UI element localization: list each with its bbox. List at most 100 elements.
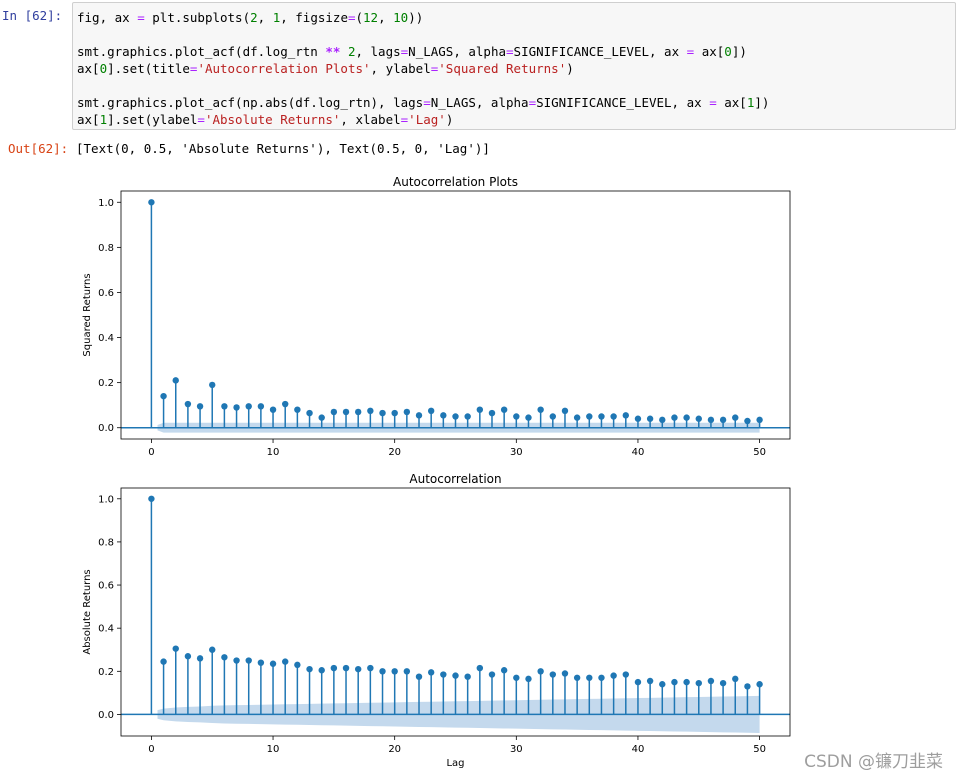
plot-frame	[120, 487, 791, 737]
acf-point	[683, 678, 690, 686]
acf-point	[282, 400, 289, 408]
plot-frame	[120, 190, 791, 440]
acf-point	[379, 668, 386, 675]
acf-point	[525, 675, 532, 683]
y-tick-label: 1.0	[98, 494, 114, 505]
acf-point	[440, 671, 447, 678]
acf-point	[184, 653, 192, 660]
acf-point	[160, 658, 167, 665]
y-tick-label: 0.8	[98, 243, 114, 254]
acf-point	[330, 664, 338, 672]
acf-point	[513, 674, 520, 681]
acf-point	[707, 416, 715, 424]
acf-point	[172, 377, 179, 384]
x-tick-label: 10	[267, 744, 280, 755]
acf-point	[488, 671, 496, 678]
acf-point	[391, 409, 398, 417]
acf-point	[196, 403, 204, 410]
acf-point	[306, 665, 313, 673]
x-axis-label: Lag	[446, 758, 464, 768]
y-tick-label: 0.6	[98, 581, 114, 592]
acf-point	[282, 658, 289, 665]
code-line-3: smt.graphics.plot_acf(df.log_rtn ** 2, l…	[77, 44, 747, 59]
output-text: [Text(0, 0.5, 'Absolute Returns'), Text(…	[76, 141, 490, 156]
output-prompt: Out[62]:	[8, 141, 69, 156]
x-tick-label: 30	[510, 447, 523, 458]
acf-point	[695, 679, 702, 687]
acf-point	[245, 403, 252, 410]
code-cell[interactable]: fig, ax = plt.subplots(2, 1, figsize=(12…	[72, 2, 956, 130]
x-tick-label: 10	[267, 447, 280, 458]
watermark: CSDN @镰刀韭菜	[804, 752, 943, 772]
acf-point	[695, 415, 702, 422]
acf-point	[452, 672, 459, 679]
acf-point	[427, 669, 435, 676]
acf-point	[294, 661, 301, 669]
acf-point	[476, 664, 484, 672]
y-tick-label: 0.4	[98, 333, 114, 344]
y-tick-label: 0.6	[98, 288, 114, 299]
acf-point	[586, 674, 593, 681]
acf-point	[659, 681, 666, 688]
x-tick-label: 20	[388, 447, 401, 458]
acf-point	[257, 659, 265, 666]
x-tick-label: 0	[148, 447, 154, 458]
acf-point	[257, 403, 265, 410]
acf-point	[719, 416, 727, 424]
acf-point	[440, 412, 447, 419]
x-tick-label: 40	[632, 744, 645, 755]
chart-title: Autocorrelation	[409, 472, 501, 486]
acf-point	[500, 667, 508, 674]
acf-point	[622, 671, 629, 678]
acf-point	[537, 668, 544, 675]
chart-title: Autocorrelation Plots	[393, 175, 518, 189]
acf-point	[744, 683, 751, 690]
acf-point	[586, 413, 593, 420]
acf-point	[367, 664, 374, 672]
acf-point	[245, 657, 252, 664]
y-axis-label: Absolute Returns	[82, 569, 93, 654]
acf-point	[354, 665, 362, 673]
acf-point	[513, 413, 520, 420]
acf-point	[403, 408, 411, 416]
acf-point	[330, 408, 338, 416]
acf-point	[415, 673, 423, 680]
code-line-6: smt.graphics.plot_acf(np.abs(df.log_rtn)…	[77, 95, 770, 110]
acf-point	[525, 414, 532, 421]
acf-point	[464, 673, 471, 680]
acf-point	[756, 681, 763, 688]
acf-point	[537, 406, 544, 413]
acf-point	[488, 409, 496, 417]
code-line-4: ax[0].set(title='Autocorrelation Plots',…	[77, 61, 574, 76]
acf-point	[160, 392, 167, 400]
acf-point	[148, 495, 155, 502]
acf-point	[172, 645, 179, 652]
acf-point	[610, 413, 617, 420]
acf-point	[209, 646, 216, 653]
acf-point	[561, 407, 569, 415]
acf-point	[732, 675, 739, 683]
acf-point	[294, 406, 301, 413]
x-tick-label: 50	[753, 447, 766, 458]
acf-point	[391, 668, 398, 675]
acf-point	[634, 415, 642, 422]
y-axis-label: Squared Returns	[82, 273, 93, 356]
code-line-7: ax[1].set(ylabel='Absolute Returns', xla…	[77, 112, 454, 127]
acf-point	[476, 406, 484, 413]
acf-point	[269, 660, 277, 667]
acf-figure: 0 10 20 30 40 50 0.0 0.2 0.4 0.6 0.8 1.0 Autocorrela…	[82, 175, 791, 768]
acf-panel-2: 0 10 20 30 40 50 0.0 0.2 0.4 0.6 0.8 1.0 Autocorrela…	[82, 472, 791, 768]
acf-point	[549, 671, 557, 678]
acf-panel-1: 0 10 20 30 40 50 0.0 0.2 0.4 0.6 0.8 1.0 Autocorrela…	[82, 175, 791, 458]
acf-point	[196, 655, 204, 662]
acf-point	[732, 414, 739, 421]
acf-point	[634, 678, 642, 686]
y-tick-label: 0.2	[98, 378, 114, 389]
y-tick-label: 0.0	[98, 423, 114, 434]
y-tick-label: 0.4	[98, 624, 114, 635]
acf-point	[233, 404, 240, 411]
y-tick-label: 0.8	[98, 537, 114, 548]
acf-point	[464, 413, 471, 420]
acf-point	[342, 408, 350, 416]
code-line-1: fig, ax = plt.subplots(2, 1, figsize=(12…	[77, 10, 424, 25]
